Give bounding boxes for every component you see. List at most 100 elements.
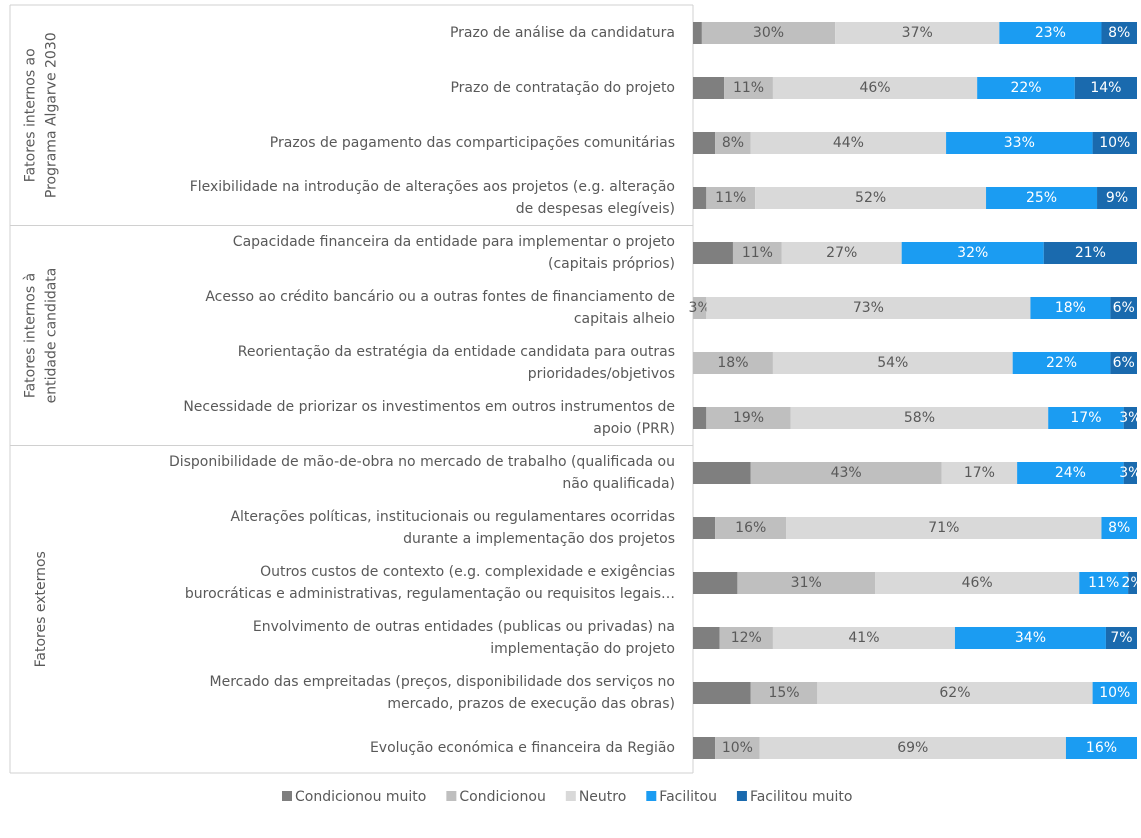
category-label: Alterações políticas, institucionais ou … xyxy=(230,509,675,525)
category-label: capitais alheio xyxy=(574,311,675,327)
bar-segment xyxy=(715,517,787,539)
bar-segment xyxy=(875,572,1080,594)
value-label: 9% xyxy=(1106,190,1128,206)
value-label: 41% xyxy=(848,630,879,646)
bar-segment xyxy=(786,517,1102,539)
value-label: 3% xyxy=(689,300,711,316)
bar-segment xyxy=(941,462,1018,484)
category-label: de despesas elegíveis) xyxy=(516,201,675,217)
value-label: 27% xyxy=(826,245,857,261)
bar-segment xyxy=(693,572,738,594)
bar-segment xyxy=(719,627,773,649)
category-label: não qualificada) xyxy=(562,476,675,492)
category-label: Prazos de pagamento das comparticipações… xyxy=(270,135,675,151)
bar-segment xyxy=(693,407,707,429)
category-label: apoio (PRR) xyxy=(593,421,675,437)
value-label: 10% xyxy=(1099,685,1130,701)
value-label: 31% xyxy=(791,575,822,591)
value-label: 14% xyxy=(1090,80,1121,96)
bar-segment xyxy=(977,77,1075,99)
bar-segment xyxy=(706,297,1031,319)
bar-segment xyxy=(781,242,902,264)
value-label: 16% xyxy=(735,520,766,536)
category-label: Necessidade de priorizar os investimento… xyxy=(183,399,675,415)
bar-segment xyxy=(772,77,978,99)
legend-swatch xyxy=(736,791,747,801)
legend-label: Facilitou xyxy=(659,789,717,805)
value-label: 12% xyxy=(731,630,762,646)
value-label: 33% xyxy=(1004,135,1035,151)
bar-segment xyxy=(724,77,773,99)
legend-label: Condicionou xyxy=(459,789,545,805)
value-label: 58% xyxy=(904,410,935,426)
value-label: 10% xyxy=(722,740,753,756)
legend-label: Facilitou muito xyxy=(750,789,853,805)
bar-segment xyxy=(1074,77,1137,99)
bar-segment xyxy=(693,682,751,704)
bar-segment xyxy=(1123,462,1137,484)
bar-segment xyxy=(1101,22,1137,44)
bar-segment xyxy=(817,682,1093,704)
category-label: Capacidade financeira da entidade para i… xyxy=(233,234,675,250)
legend-swatch xyxy=(446,791,457,801)
bar-segment xyxy=(693,77,725,99)
bar-segment xyxy=(1101,517,1137,539)
bar-segment xyxy=(1110,297,1137,319)
bar-segment xyxy=(693,462,751,484)
bar-segment xyxy=(954,627,1106,649)
category-label: Prazo de análise da candidatura xyxy=(450,25,675,41)
value-label: 54% xyxy=(877,355,908,371)
value-label: 44% xyxy=(833,135,864,151)
value-label: 8% xyxy=(1108,520,1130,536)
bar-segment xyxy=(1043,242,1137,264)
category-label: Outros custos de contexto (e.g. complexi… xyxy=(260,564,675,580)
legend-label: Neutro xyxy=(579,789,626,805)
bar-segment xyxy=(1123,407,1137,429)
category-label: Reorientação da estratégia da entidade c… xyxy=(238,344,675,360)
category-label: Disponibilidade de mão-de-obra no mercad… xyxy=(169,454,675,470)
legend-swatch xyxy=(646,791,657,801)
group-label: Fatores internos ao xyxy=(23,48,39,182)
category-label: Mercado das empreitadas (preços, disponi… xyxy=(210,674,676,690)
value-label: 24% xyxy=(1055,465,1086,481)
bar-segment xyxy=(1079,572,1129,594)
category-label: implementação do projeto xyxy=(490,641,675,657)
value-label: 2% xyxy=(1121,575,1141,591)
value-label: 17% xyxy=(964,465,995,481)
value-label: 10% xyxy=(1099,135,1130,151)
bar-segment xyxy=(835,22,1000,44)
value-label: 43% xyxy=(831,465,862,481)
bar-segment xyxy=(1092,132,1137,154)
group-label: Fatores internos à xyxy=(23,273,39,398)
value-label: 25% xyxy=(1026,190,1057,206)
bar-segment xyxy=(737,572,876,594)
frame xyxy=(9,4,694,774)
value-label: 32% xyxy=(957,245,988,261)
bar-segment xyxy=(750,462,942,484)
bar-segment xyxy=(693,352,773,374)
value-label: 6% xyxy=(1113,355,1135,371)
value-label: 3% xyxy=(1119,465,1141,481)
value-label: 16% xyxy=(1086,740,1117,756)
bar-segment xyxy=(1030,297,1111,319)
bar-segment xyxy=(750,682,818,704)
bar-segment xyxy=(999,22,1102,44)
bar-segment xyxy=(946,132,1093,154)
value-label: 8% xyxy=(722,135,744,151)
value-label: 23% xyxy=(1035,25,1066,41)
bar-segment xyxy=(715,737,760,759)
bar-segment xyxy=(706,187,756,209)
value-label: 3% xyxy=(1119,410,1141,426)
bar-segment xyxy=(715,132,751,154)
legend-label: Condicionou muito xyxy=(295,789,426,805)
value-label: 71% xyxy=(928,520,959,536)
bar-segment xyxy=(706,407,791,429)
value-label: 6% xyxy=(1113,300,1135,316)
value-label: 15% xyxy=(768,685,799,701)
value-label: 19% xyxy=(733,410,764,426)
bar-segment xyxy=(693,627,720,649)
value-label: 22% xyxy=(1046,355,1077,371)
bar-segment xyxy=(693,132,716,154)
value-label: 11% xyxy=(742,245,773,261)
